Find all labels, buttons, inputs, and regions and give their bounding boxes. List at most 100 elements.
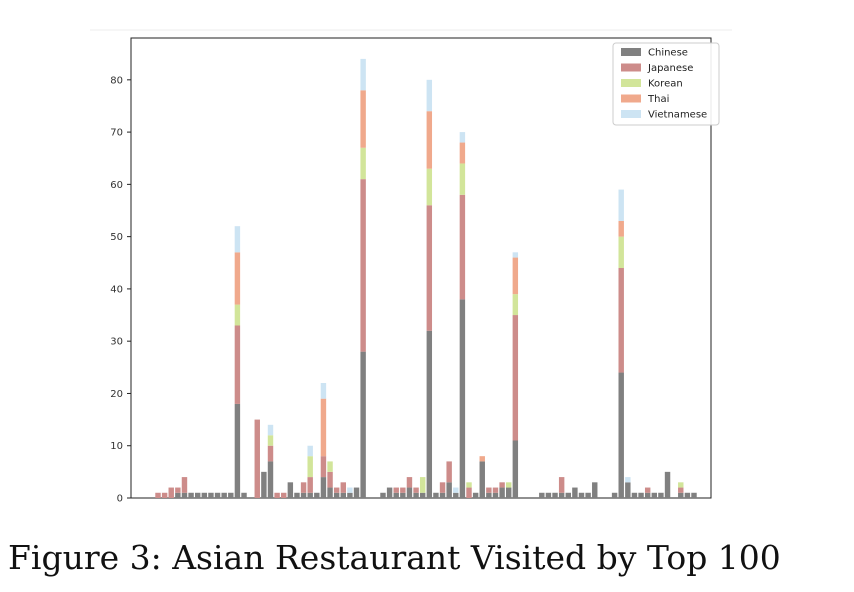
legend-label-japanese: Japanese: [647, 63, 693, 74]
bar-segment-japanese: [175, 487, 181, 493]
bar-segment-chinese: [201, 492, 208, 498]
bar-segment-chinese: [386, 487, 393, 498]
bar-segment-vietnamese: [267, 424, 274, 436]
bar-segment-korean: [506, 482, 512, 488]
bar-segment-vietnamese: [347, 487, 353, 493]
bar-segment-chinese: [413, 492, 419, 498]
bar-segment-thai: [426, 111, 433, 169]
bar-segment-japanese: [254, 419, 260, 498]
legend-label-vietnamese: Vietnamese: [648, 110, 707, 121]
legend-label-korean: Korean: [648, 79, 683, 90]
bar-segment-japanese: [446, 461, 452, 483]
bar-segment-japanese: [618, 268, 624, 373]
bar-segment-chinese: [307, 492, 313, 498]
bar-segment-japanese: [360, 179, 366, 352]
bar-segment-chinese: [439, 492, 446, 498]
bar-segment-japanese: [181, 477, 188, 493]
bar-segment-chinese: [506, 487, 512, 498]
bar-segment-chinese: [327, 487, 333, 498]
bar-segment-chinese: [625, 482, 631, 498]
bar-segment-chinese: [552, 492, 558, 498]
bar-segment-japanese: [307, 477, 313, 493]
bar-segment-chinese: [333, 492, 340, 498]
bar-segment-japanese: [267, 445, 274, 462]
bar-segment-vietnamese: [360, 58, 366, 91]
bar-segment-japanese: [406, 477, 413, 488]
bar-segment-japanese: [413, 487, 419, 493]
legend-swatch-japanese: [621, 63, 641, 72]
bar-segment-chinese: [267, 461, 274, 498]
legend-swatch-chinese: [621, 48, 641, 56]
bar-segment-chinese: [188, 492, 194, 498]
bar-segment-japanese: [234, 325, 241, 404]
bar-segment-japanese: [333, 487, 340, 493]
bar-segment-japanese: [161, 492, 168, 498]
bar-segment-chinese: [565, 492, 571, 498]
stacked-bar-chart: 0 10 20 30 40 50 60 70 80 Chinese Japanese Korean Th…: [90, 29, 732, 505]
bar-segment-japanese: [459, 194, 466, 300]
bar-segment-japanese: [281, 492, 287, 498]
bar-segment-chinese: [261, 471, 267, 498]
bar-segment-chinese: [499, 487, 505, 498]
bar-segment-chinese: [294, 492, 300, 498]
bar-segment-chinese: [592, 482, 598, 498]
bar-segment-chinese: [631, 492, 638, 498]
bar-segment-japanese: [340, 482, 346, 493]
bar-segment-chinese: [320, 477, 327, 498]
bar-segment-korean: [426, 168, 433, 206]
bar-segment-chinese: [539, 492, 545, 498]
bar-segment-thai: [512, 257, 519, 295]
bar-segment-chinese: [453, 492, 459, 498]
bar-segment-japanese: [466, 487, 472, 498]
bar-segment-chinese: [234, 403, 241, 498]
bar-segment-chinese: [287, 482, 294, 498]
bar-segment-chinese: [684, 492, 691, 498]
bar-segment-chinese: [181, 492, 188, 498]
bar-segment-japanese: [486, 487, 492, 493]
bar-segment-chinese: [426, 330, 433, 498]
bar-segment-chinese: [406, 487, 413, 498]
bar-segment-japanese: [512, 315, 519, 441]
y-tick-label: 30: [110, 337, 123, 348]
bar-segment-chinese: [347, 492, 353, 498]
bar-segment-chinese: [585, 492, 591, 498]
y-tick-label: 20: [110, 389, 123, 400]
bar-segment-thai: [618, 220, 624, 237]
bar-segment-japanese: [678, 487, 684, 493]
bar-segment-chinese: [658, 492, 664, 498]
bar-segment-chinese: [644, 492, 651, 498]
bar-segment-korean: [360, 147, 366, 180]
legend-swatch-korean: [621, 79, 641, 87]
bar-segment-chinese: [175, 492, 181, 498]
bar-segment-chinese: [472, 492, 479, 498]
bar-segment-chinese: [353, 487, 360, 498]
y-tick-label: 0: [117, 494, 123, 505]
bar-segment-vietnamese: [234, 226, 241, 253]
bar-segment-vietnamese: [625, 477, 631, 483]
bar-segment-japanese: [439, 482, 446, 493]
bar-segment-japanese: [327, 471, 333, 488]
bar-segment-korean: [307, 456, 313, 478]
bar-segment-japanese: [155, 492, 161, 498]
bar-segment-chinese: [214, 492, 221, 498]
bar-segment-chinese: [512, 440, 519, 498]
bar-segment-japanese: [168, 487, 174, 498]
bar-segment-chinese: [664, 471, 671, 498]
bar-segment-thai: [234, 252, 241, 305]
bar-segment-chinese: [558, 492, 565, 498]
bar-segment-vietnamese: [307, 445, 313, 457]
bar-segment-thai: [320, 398, 327, 457]
bar-segment-chinese: [492, 492, 499, 498]
bar-segment-japanese: [558, 477, 565, 493]
bar-segment-japanese: [426, 205, 433, 331]
bar-segment-japanese: [393, 487, 399, 493]
bar-segment-vietnamese: [512, 252, 519, 258]
bar-segment-korean: [419, 477, 426, 493]
bar-segment-chinese: [221, 492, 227, 498]
bar-segment-korean: [466, 482, 472, 488]
bar-segment-chinese: [479, 461, 485, 498]
y-tick-label: 80: [110, 75, 123, 86]
legend-label-thai: Thai: [647, 94, 669, 105]
legend-swatch-vietnamese: [621, 110, 641, 118]
bar-segment-vietnamese: [618, 189, 624, 221]
